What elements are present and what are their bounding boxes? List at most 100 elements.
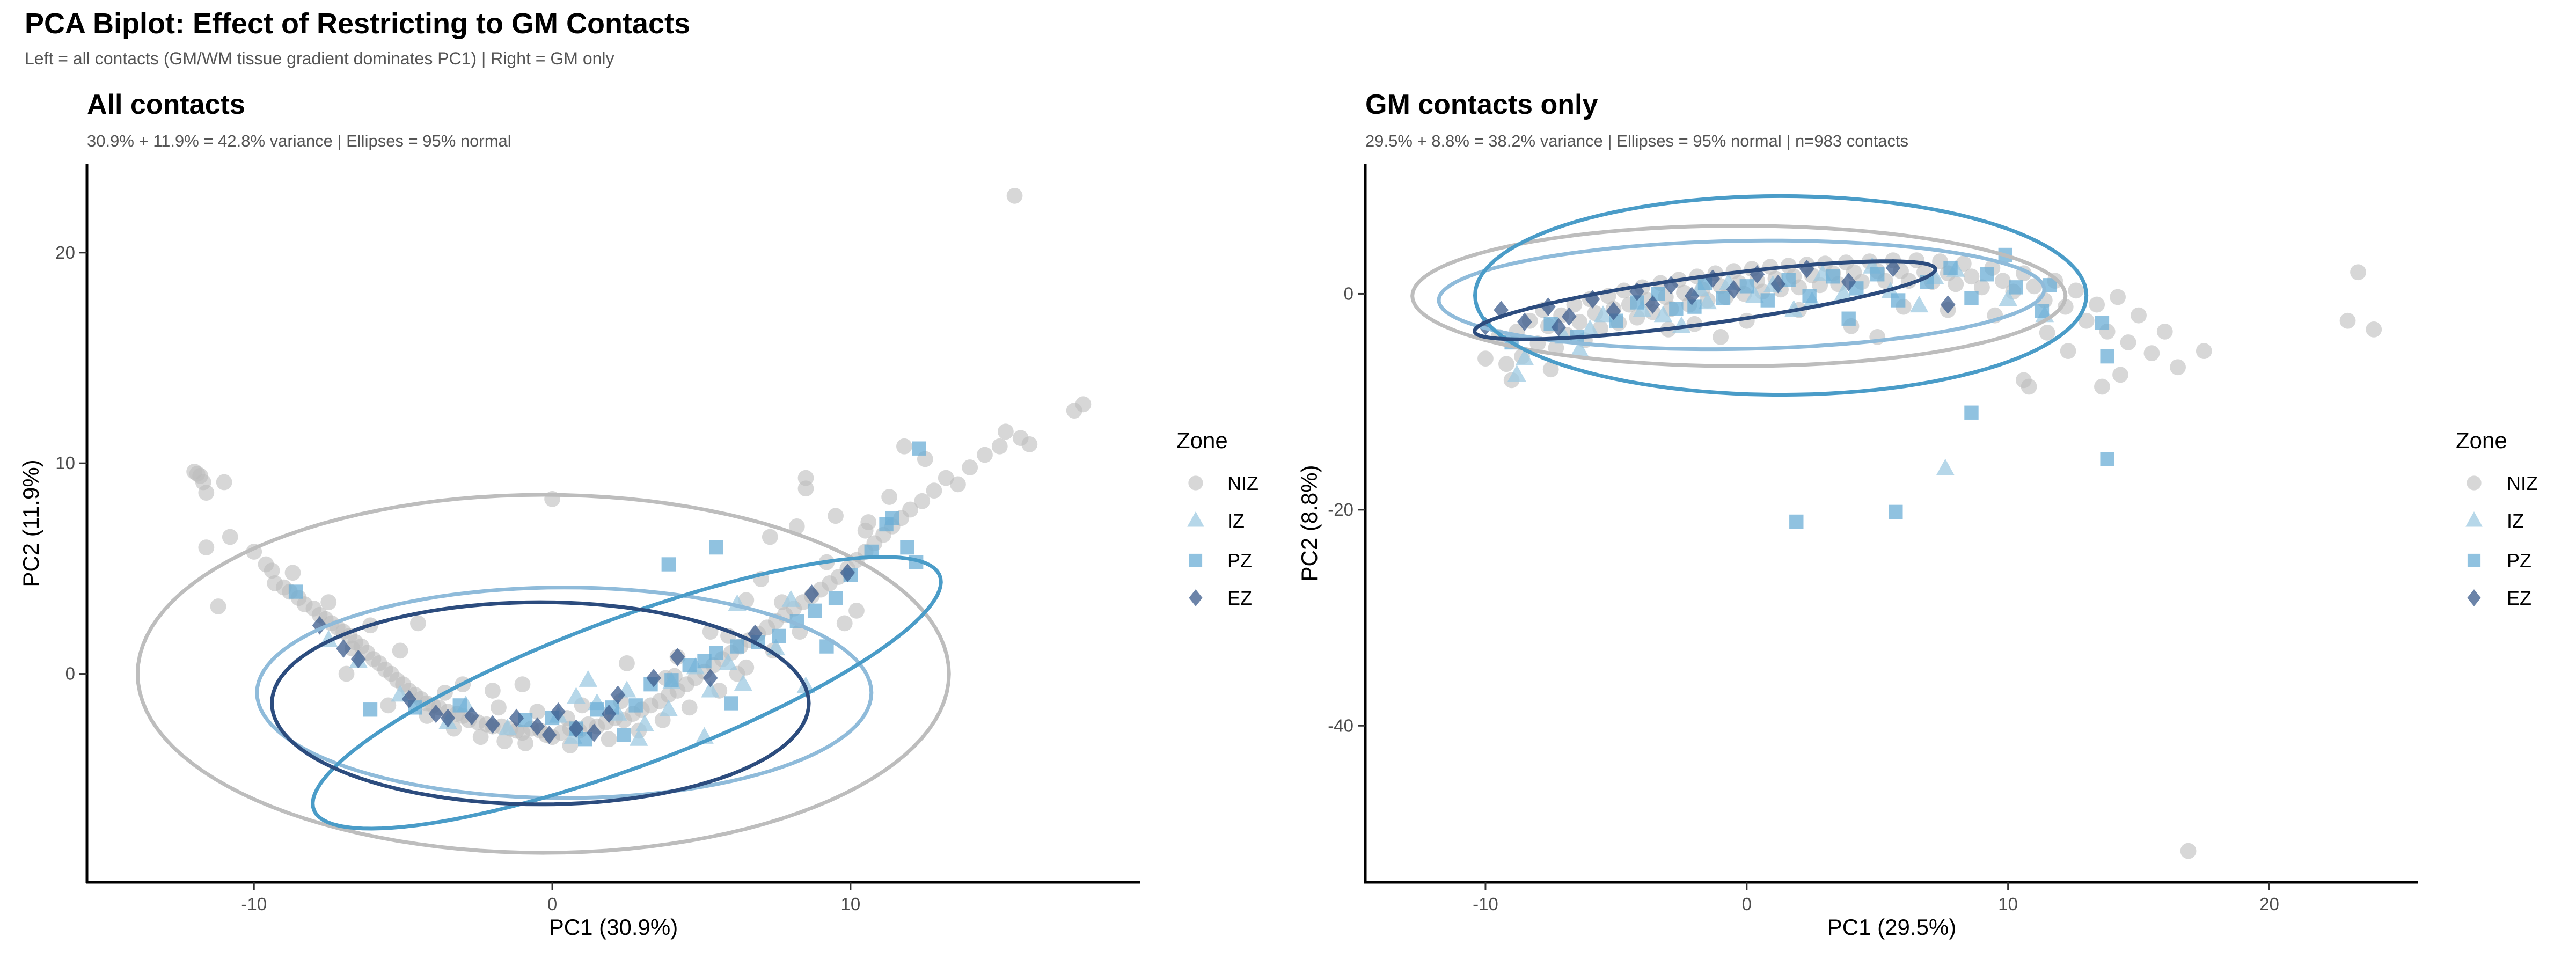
legend-title: Zone bbox=[2456, 428, 2507, 453]
legend-label: IZ bbox=[2507, 510, 2524, 532]
data-point-pz bbox=[664, 673, 679, 687]
square-icon bbox=[2467, 553, 2481, 567]
data-point-ez bbox=[401, 690, 417, 708]
data-point-niz bbox=[619, 655, 635, 671]
series-niz bbox=[1477, 252, 2382, 859]
data-point-pz bbox=[1943, 260, 1958, 275]
data-point-iz bbox=[1593, 305, 1613, 323]
data-point-niz bbox=[2120, 334, 2136, 350]
data-point-niz bbox=[881, 489, 898, 505]
data-point-pz bbox=[1789, 514, 1804, 529]
data-point-iz bbox=[579, 670, 598, 687]
data-point-iz bbox=[734, 674, 753, 691]
data-point-iz bbox=[635, 714, 654, 731]
data-point-iz bbox=[1936, 458, 1955, 475]
data-point-niz bbox=[991, 438, 1008, 455]
data-point-ez bbox=[1645, 295, 1660, 314]
data-point-ez bbox=[804, 584, 819, 603]
data-point-iz bbox=[1580, 319, 1599, 336]
data-point-niz bbox=[914, 493, 931, 509]
data-point-iz bbox=[659, 699, 678, 716]
x-tick-label: -10 bbox=[241, 894, 267, 914]
data-point-pz bbox=[2100, 452, 2114, 466]
data-point-niz bbox=[2110, 289, 2126, 305]
data-point-ez bbox=[551, 702, 566, 721]
x-tick-label: 0 bbox=[1742, 894, 1752, 914]
data-point-niz bbox=[1571, 313, 1588, 330]
figure-subtitle: Left = all contacts (GM/WM tissue gradie… bbox=[25, 49, 614, 68]
data-point-niz bbox=[998, 423, 1014, 440]
panel-subtitle: 30.9% + 11.9% = 42.8% variance | Ellipse… bbox=[87, 131, 511, 150]
figure-title: PCA Biplot: Effect of Restricting to GM … bbox=[25, 8, 690, 40]
axes: -10 0 10 0 10 20 bbox=[55, 164, 1140, 914]
data-point-ez bbox=[1606, 302, 1621, 320]
data-point-pz bbox=[1802, 289, 1817, 303]
data-point-pz bbox=[697, 654, 712, 669]
x-tick-label: 10 bbox=[841, 894, 861, 914]
data-point-iz bbox=[1745, 286, 1764, 303]
data-point-iz bbox=[701, 680, 720, 698]
data-point-ez bbox=[1726, 280, 1741, 299]
data-point-niz bbox=[962, 459, 978, 475]
legend-item-ez: EZ bbox=[1189, 587, 1252, 609]
legend-label: EZ bbox=[2507, 587, 2531, 609]
data-point-pz bbox=[885, 510, 899, 525]
data-point-niz bbox=[2170, 359, 2186, 376]
data-point-ez bbox=[646, 669, 661, 687]
data-point-pz bbox=[682, 658, 697, 673]
data-point-niz bbox=[2180, 843, 2197, 859]
data-point-ez bbox=[350, 649, 366, 669]
series-pz bbox=[1504, 247, 2114, 529]
y-tick-label: 20 bbox=[55, 243, 75, 262]
data-point-pz bbox=[590, 702, 604, 717]
data-point-niz bbox=[797, 480, 814, 497]
data-point-pz bbox=[628, 698, 643, 713]
panel-all-contacts: All contacts 30.9% + 11.9% = 42.8% varia… bbox=[18, 89, 1258, 940]
data-point-pz bbox=[1716, 291, 1731, 305]
points-layer bbox=[1477, 247, 2382, 859]
data-point-niz bbox=[860, 514, 877, 530]
data-point-niz bbox=[1948, 276, 1964, 292]
data-point-pz bbox=[1891, 293, 1906, 308]
data-point-niz bbox=[210, 598, 226, 614]
y-axis-title: PC2 (11.9%) bbox=[18, 459, 43, 587]
data-point-iz bbox=[1698, 292, 1717, 310]
legend: Zone NIZ IZ PZ EZ bbox=[2456, 428, 2538, 609]
data-point-niz bbox=[2078, 312, 2095, 329]
data-point-iz bbox=[1507, 364, 1526, 382]
x-tick-label: 0 bbox=[547, 894, 557, 914]
data-point-ez bbox=[530, 717, 545, 736]
x-tick-label: 20 bbox=[2259, 894, 2279, 914]
data-point-niz bbox=[2060, 343, 2076, 359]
data-point-niz bbox=[681, 699, 698, 716]
data-point-niz bbox=[491, 699, 507, 716]
legend-label: EZ bbox=[1227, 587, 1252, 609]
data-point-ez bbox=[1551, 318, 1567, 337]
data-point-ez bbox=[440, 708, 456, 728]
data-point-niz bbox=[320, 594, 337, 611]
data-point-ez bbox=[1684, 287, 1700, 305]
ellipse-iz bbox=[255, 586, 874, 800]
data-point-pz bbox=[1980, 267, 1994, 282]
data-point-ez bbox=[702, 669, 718, 687]
data-point-iz bbox=[719, 653, 738, 670]
panel-subtitle: 29.5% + 8.8% = 38.2% variance | Ellipses… bbox=[1365, 131, 1908, 150]
data-point-niz bbox=[788, 518, 805, 535]
data-point-niz bbox=[514, 676, 531, 693]
ellipse-iz bbox=[1437, 238, 2046, 352]
data-point-iz bbox=[629, 729, 648, 746]
legend-label: PZ bbox=[1227, 550, 1252, 572]
data-point-niz bbox=[472, 729, 489, 745]
data-point-pz bbox=[730, 639, 744, 654]
legend-item-niz: NIZ bbox=[2467, 472, 2538, 494]
ellipse-ez bbox=[270, 600, 811, 807]
data-point-niz bbox=[2068, 282, 2084, 299]
data-point-ez bbox=[587, 723, 602, 742]
data-point-niz bbox=[1542, 361, 1559, 378]
data-point-niz bbox=[2089, 296, 2105, 313]
data-point-ez bbox=[1841, 273, 1856, 291]
data-point-pz bbox=[2009, 280, 2023, 295]
legend-item-pz: PZ bbox=[2467, 550, 2531, 572]
ellipse-pz bbox=[311, 555, 943, 831]
data-point-niz bbox=[938, 470, 954, 486]
